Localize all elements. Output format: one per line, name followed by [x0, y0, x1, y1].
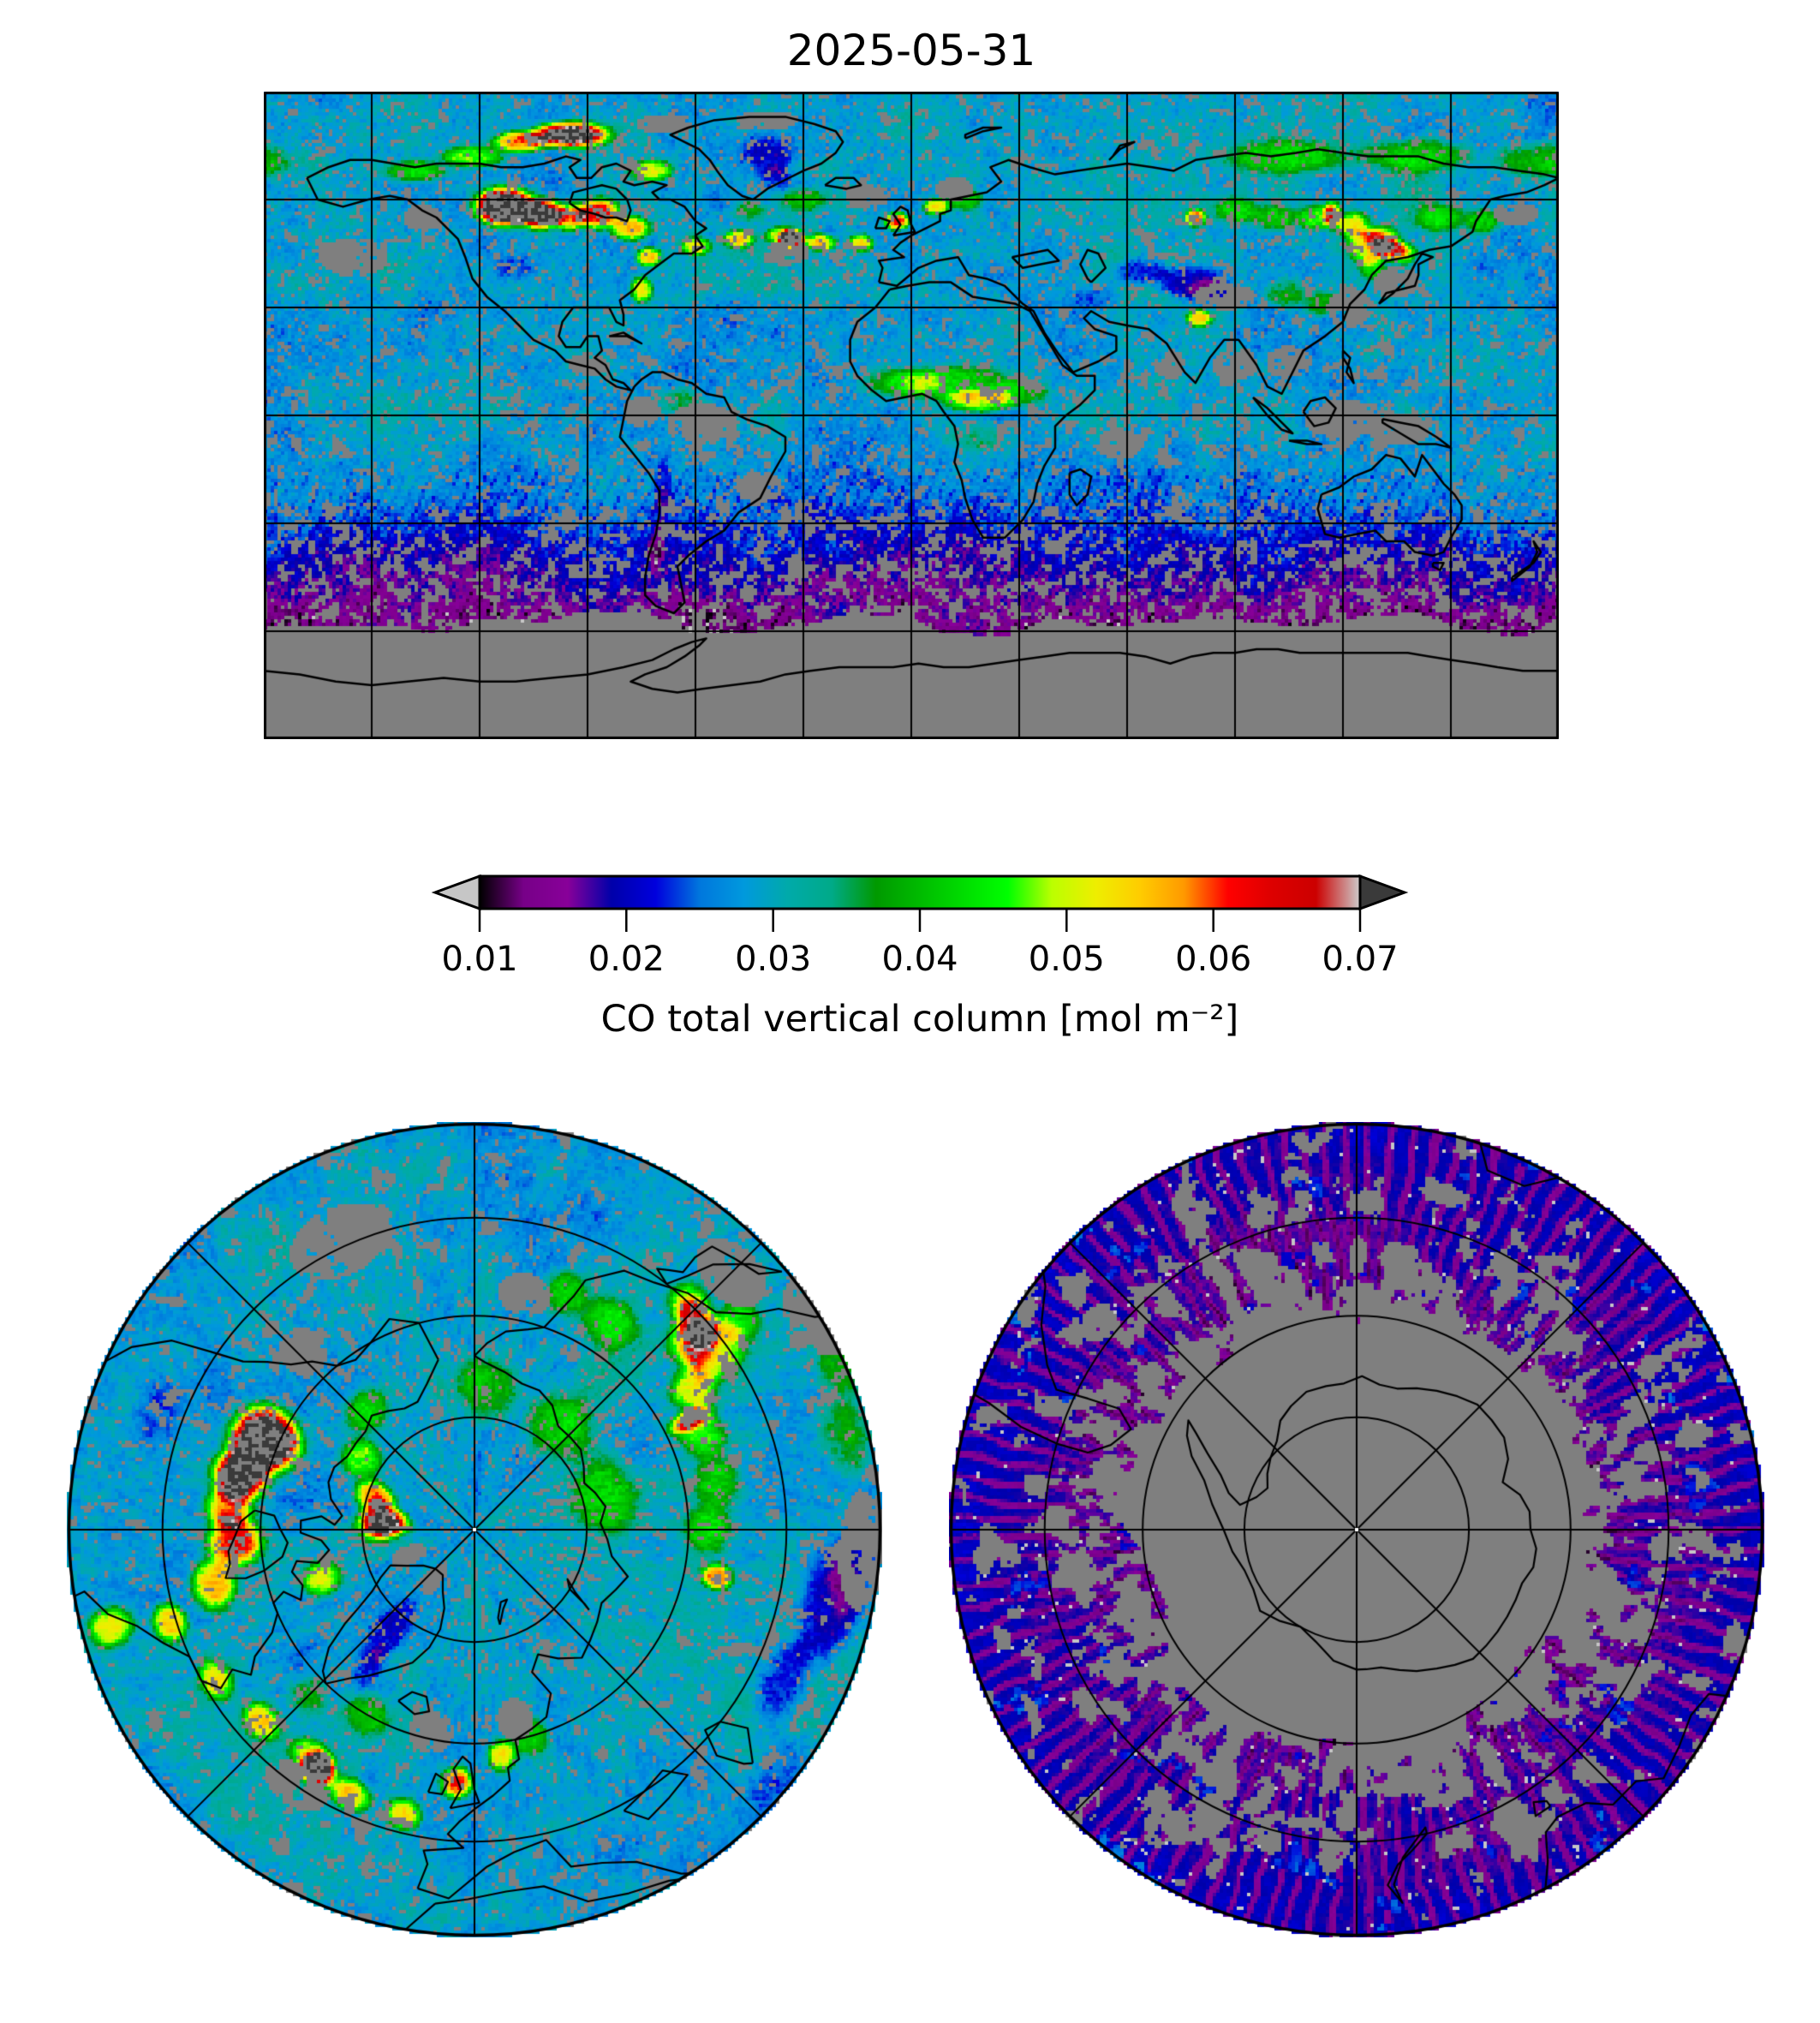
global-co-map: [264, 92, 1559, 739]
figure-title: 2025-05-31: [786, 26, 1036, 75]
colorbar-tick-label: 0.02: [588, 940, 665, 979]
colorbar-tick-label: 0.07: [1322, 940, 1398, 979]
colorbar-gradient-bar: [478, 874, 1362, 910]
colorbar-tick-label: 0.05: [1029, 940, 1105, 979]
colorbar-tick-label: 0.06: [1175, 940, 1251, 979]
colorbar: 0.01 0.02 0.03 0.04 0.05 0.06 0.07 CO to…: [431, 874, 1409, 1041]
south-polar-co-map: [949, 1122, 1764, 1937]
colorbar-under-arrow: [431, 874, 481, 911]
north-polar-co-map: [67, 1122, 882, 1937]
colorbar-tick-label: 0.01: [441, 940, 517, 979]
colorbar-ticks: [478, 909, 1362, 932]
colorbar-tick-label: 0.03: [735, 940, 811, 979]
colorbar-tick-label: 0.04: [881, 940, 958, 979]
colorbar-over-arrow: [1358, 874, 1409, 911]
colorbar-axis-label: CO total vertical column [mol m⁻²]: [601, 998, 1239, 1041]
